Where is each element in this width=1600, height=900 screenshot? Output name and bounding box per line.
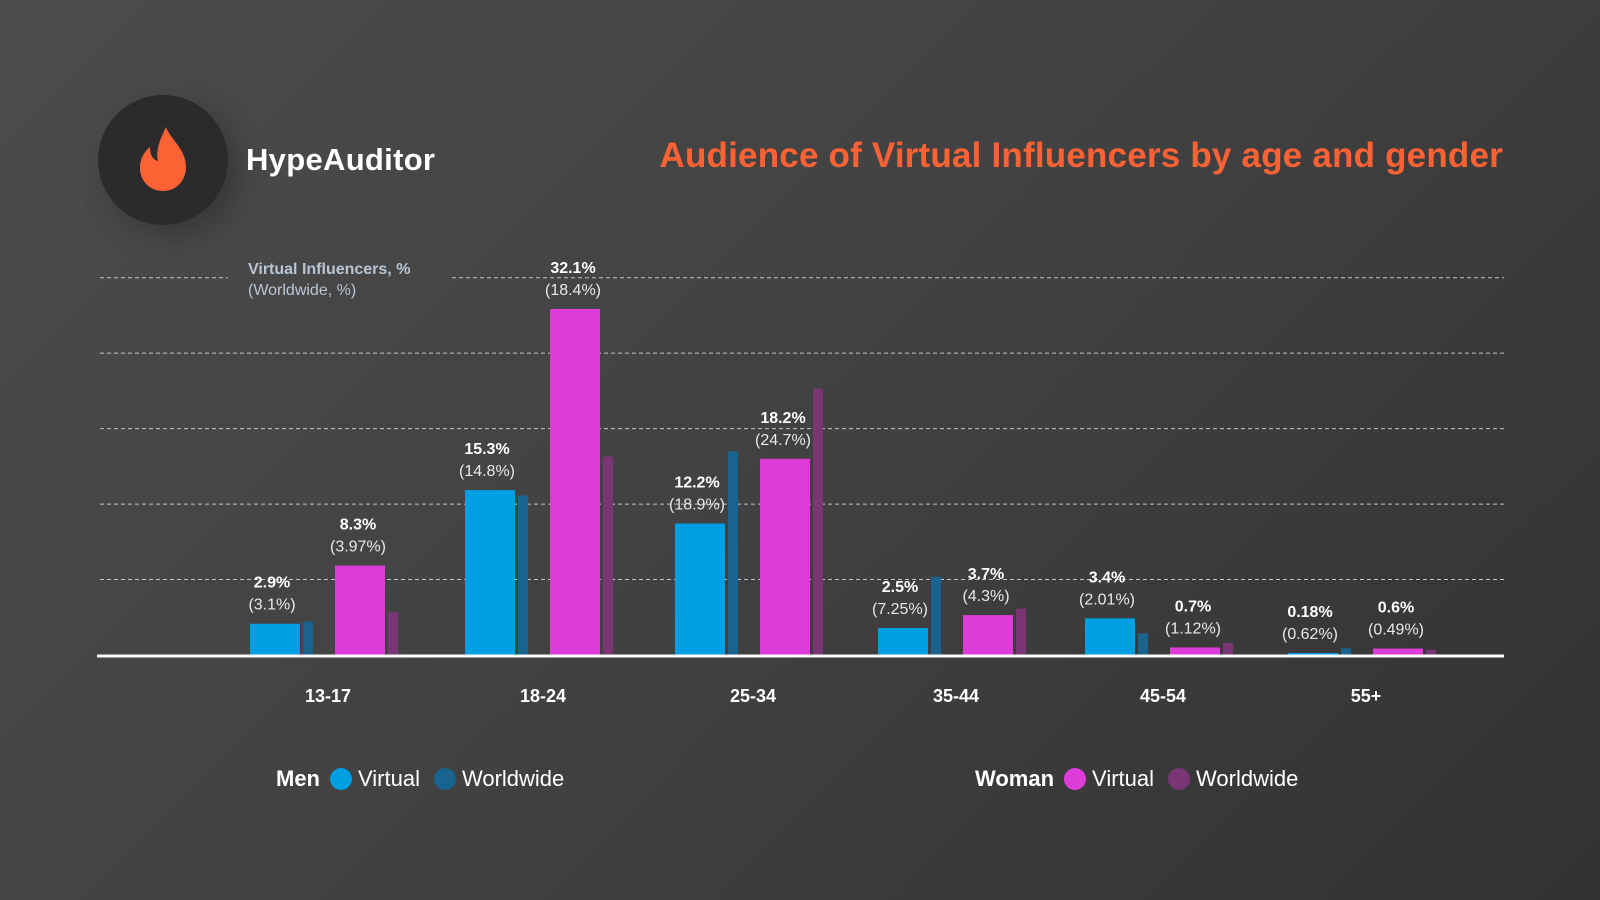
x-tick-label: 13-17 bbox=[305, 686, 351, 706]
data-sublabel-women: (3.97%) bbox=[330, 539, 386, 556]
legend-women-worldwide-label: Worldwide bbox=[1196, 766, 1299, 791]
data-label-women: 0.6% bbox=[1378, 600, 1414, 617]
bar-women-worldwide bbox=[1223, 642, 1233, 655]
data-sublabel-women: (0.49%) bbox=[1368, 622, 1424, 639]
data-sublabel-women: (1.12%) bbox=[1165, 620, 1221, 637]
x-tick-label: 45-54 bbox=[1140, 686, 1186, 706]
legend-men: Men Virtual Worldwide bbox=[276, 766, 578, 792]
data-sublabel-men: (2.01%) bbox=[1079, 591, 1135, 608]
data-label-women: 32.1% bbox=[550, 260, 595, 277]
bar-women-worldwide bbox=[1016, 608, 1026, 655]
data-label-men: 2.5% bbox=[882, 579, 918, 596]
bar-men-worldwide bbox=[728, 451, 738, 655]
data-label-women: 8.3% bbox=[340, 517, 376, 534]
bar-men-worldwide bbox=[1138, 633, 1148, 655]
chart-title: Audience of Virtual Influencers by age a… bbox=[659, 136, 1503, 175]
bars bbox=[250, 308, 1436, 655]
legend-women-worldwide-swatch bbox=[1168, 768, 1191, 790]
bar-men-worldwide bbox=[518, 495, 528, 655]
data-sublabel-men: (7.25%) bbox=[872, 601, 928, 618]
bar-women-worldwide bbox=[388, 612, 398, 655]
data-sublabel-men: (0.62%) bbox=[1282, 626, 1338, 643]
bar-men-virtual bbox=[1288, 653, 1338, 655]
bar-women-virtual bbox=[550, 308, 600, 655]
bar-women-worldwide bbox=[603, 456, 613, 655]
bar-women-virtual bbox=[963, 615, 1013, 655]
logo bbox=[98, 95, 228, 225]
data-label-women: 0.7% bbox=[1175, 598, 1211, 615]
bar-women-worldwide bbox=[813, 388, 823, 655]
data-label-men: 3.4% bbox=[1089, 569, 1125, 586]
x-tick-label: 25-34 bbox=[730, 686, 776, 706]
bar-men-worldwide bbox=[931, 576, 941, 655]
bar-men-virtual bbox=[465, 490, 515, 655]
x-tick-labels: 13-17 18-24 25-34 35-44 45-54 55+ bbox=[305, 686, 1381, 706]
legend-men-virtual-label: Virtual bbox=[358, 766, 420, 791]
data-labels: 2.9% (3.1%) 8.3% (3.97%) 15.3% (14.8%) 32.1% (1… bbox=[248, 260, 1424, 643]
y-axis-label: Virtual Influencers, % bbox=[248, 261, 410, 278]
legend-men-virtual-swatch bbox=[330, 768, 352, 790]
bar-men-virtual bbox=[878, 628, 928, 655]
legend-men-title: Men bbox=[276, 766, 320, 791]
legend-men-worldwide-label: Worldwide bbox=[461, 766, 565, 791]
bar-men-worldwide bbox=[1341, 648, 1351, 655]
legend-women-title: Woman bbox=[975, 766, 1055, 791]
y-axis-sublabel: (Worldwide, %) bbox=[248, 282, 356, 299]
data-sublabel-men: (3.1%) bbox=[248, 597, 295, 614]
data-label-women: 3.7% bbox=[968, 566, 1004, 583]
x-tick-label: 35-44 bbox=[933, 686, 979, 706]
x-tick-label: 55+ bbox=[1351, 686, 1382, 706]
data-sublabel-women: (24.7%) bbox=[755, 432, 811, 449]
data-sublabel-men: (18.9%) bbox=[669, 496, 725, 513]
bar-men-virtual bbox=[675, 523, 725, 655]
bar-men-virtual bbox=[250, 623, 300, 655]
data-label-men: 12.2% bbox=[674, 474, 719, 491]
data-label-men: 2.9% bbox=[254, 575, 290, 592]
flame-icon bbox=[140, 127, 186, 191]
bar-men-virtual bbox=[1085, 618, 1135, 655]
data-sublabel-women: (4.3%) bbox=[962, 588, 1009, 605]
brand-name: HypeAuditor bbox=[246, 142, 436, 177]
data-label-men: 0.18% bbox=[1287, 604, 1332, 621]
bar-women-virtual bbox=[1170, 647, 1220, 655]
x-tick-label: 18-24 bbox=[520, 686, 566, 706]
data-label-women: 18.2% bbox=[760, 410, 805, 427]
bar-men-worldwide bbox=[303, 621, 313, 655]
bar-women-worldwide bbox=[1426, 649, 1436, 655]
legend-women: Woman Virtual Worldwide bbox=[975, 766, 1312, 792]
data-label-men: 15.3% bbox=[464, 441, 509, 458]
data-sublabel-women: (18.4%) bbox=[545, 282, 601, 299]
bar-women-virtual bbox=[335, 565, 385, 655]
legend-women-virtual-swatch bbox=[1064, 768, 1087, 790]
legend-women-virtual-label: Virtual bbox=[1092, 766, 1155, 791]
bar-women-virtual bbox=[760, 458, 810, 655]
legend-men-worldwide-swatch bbox=[433, 768, 456, 790]
bar-women-virtual bbox=[1373, 648, 1423, 655]
data-sublabel-men: (14.8%) bbox=[459, 463, 515, 480]
